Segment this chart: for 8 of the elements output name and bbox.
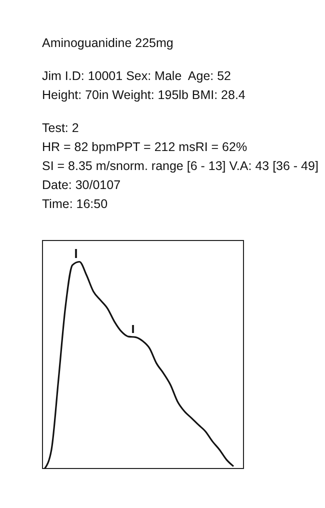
text: HR = 82 bpmPPT = 212 msRI = 62% — [42, 139, 248, 156]
text: Jim I.D: 10001 Sex: Male Age: 52 — [42, 68, 232, 85]
chart-title: Aminoguanidine 225mg — [42, 35, 174, 52]
text: SI = 8.35 m/snorm. range [6 - 13] V.A: 43 [36 - 49] — [42, 158, 318, 175]
text: Time: 16:50 — [42, 196, 109, 213]
text: Test: 2 — [42, 120, 80, 137]
text: Date: 30/0107 — [42, 177, 122, 194]
text: Height: 70in Weight: 195lb BMI: 28.4 — [42, 87, 246, 104]
